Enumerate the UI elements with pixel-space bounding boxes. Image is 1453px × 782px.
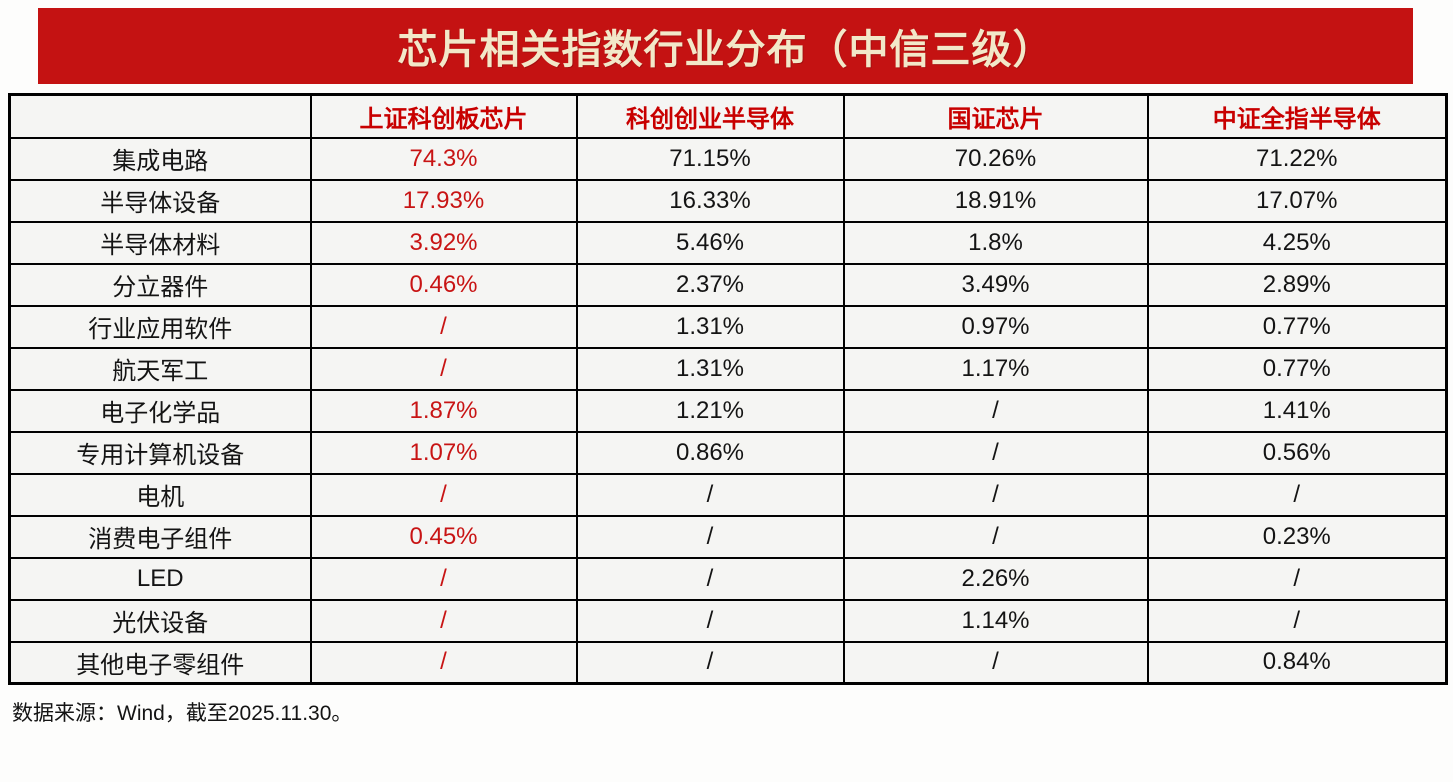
value-cell: / xyxy=(309,472,578,517)
table-row: 半导体材料 3.92% 5.46% 1.8% 4.25% xyxy=(8,220,1448,265)
industry-label: 光伏设备 xyxy=(8,598,312,643)
industry-label: 半导体设备 xyxy=(8,178,312,223)
title-banner: 芯片相关指数行业分布（中信三级） xyxy=(38,8,1413,84)
header-row: 上证科创板芯片 科创创业半导体 国证芯片 中证全指半导体 xyxy=(8,93,1448,139)
value-cell: 1.07% xyxy=(309,430,578,475)
value-cell: 0.77% xyxy=(1146,304,1448,349)
value-cell: 17.07% xyxy=(1146,178,1448,223)
value-cell: 0.77% xyxy=(1146,346,1448,391)
value-cell: / xyxy=(309,346,578,391)
value-cell: 0.84% xyxy=(1146,640,1448,685)
table-row: 集成电路 74.3% 71.15% 70.26% 71.22% xyxy=(8,136,1448,181)
value-cell: 74.3% xyxy=(309,136,578,181)
column-header-index-4: 中证全指半导体 xyxy=(1146,93,1448,139)
table-row: 专用计算机设备 1.07% 0.86%/0.56% xyxy=(8,430,1448,475)
column-header-index-1: 上证科创板芯片 xyxy=(309,93,578,139)
value-cell: / xyxy=(309,640,578,685)
value-cell: 0.46% xyxy=(309,262,578,307)
table-row: 分立器件 0.46% 2.37% 3.49% 2.89% xyxy=(8,262,1448,307)
table-row: 其他电子零组件 / //0.84% xyxy=(8,640,1448,685)
value-cell: 3.92% xyxy=(309,220,578,265)
value-cell: 0.45% xyxy=(309,514,578,559)
value-cell: 2.89% xyxy=(1146,262,1448,307)
industry-label: 专用计算机设备 xyxy=(8,430,312,475)
value-cell: 0.97% xyxy=(842,304,1149,349)
value-cell: 1.87% xyxy=(309,388,578,433)
value-cell: 1.17% xyxy=(842,346,1149,391)
value-cell: 1.8% xyxy=(842,220,1149,265)
value-cell: / xyxy=(1146,598,1448,643)
page-title: 芯片相关指数行业分布（中信三级） xyxy=(397,28,1054,72)
value-cell: / xyxy=(575,640,845,685)
value-cell: 1.31% xyxy=(575,304,845,349)
value-cell: / xyxy=(575,514,845,559)
value-cell: / xyxy=(309,598,578,643)
value-cell: / xyxy=(575,556,845,601)
value-cell: 1.21% xyxy=(575,388,845,433)
table-header: 上证科创板芯片 科创创业半导体 国证芯片 中证全指半导体 xyxy=(8,93,1448,139)
value-cell: 1.41% xyxy=(1146,388,1448,433)
value-cell: 18.91% xyxy=(842,178,1149,223)
table-row: 消费电子组件 0.45% //0.23% xyxy=(8,514,1448,559)
industry-label: 电机 xyxy=(8,472,312,517)
industry-label: 集成电路 xyxy=(8,136,312,181)
industry-label: 航天军工 xyxy=(8,346,312,391)
value-cell: / xyxy=(842,430,1149,475)
table-row: LED //2.26% / xyxy=(8,556,1448,601)
value-cell: 0.86% xyxy=(575,430,845,475)
value-cell: 3.49% xyxy=(842,262,1149,307)
value-cell: 17.93% xyxy=(309,178,578,223)
value-cell: 70.26% xyxy=(842,136,1149,181)
industry-label: 半导体材料 xyxy=(8,220,312,265)
value-cell: 16.33% xyxy=(575,178,845,223)
value-cell: / xyxy=(842,514,1149,559)
industry-label: 电子化学品 xyxy=(8,388,312,433)
value-cell: 4.25% xyxy=(1146,220,1448,265)
table-row: 光伏设备 //1.14% / xyxy=(8,598,1448,643)
industry-label: 分立器件 xyxy=(8,262,312,307)
table-row: 电子化学品 1.87% 1.21%/1.41% xyxy=(8,388,1448,433)
industry-label: LED xyxy=(8,556,312,601)
value-cell: / xyxy=(842,388,1149,433)
column-header-industry xyxy=(8,93,312,139)
industry-label: 行业应用软件 xyxy=(8,304,312,349)
value-cell: 0.23% xyxy=(1146,514,1448,559)
value-cell: / xyxy=(842,640,1149,685)
value-cell: 5.46% xyxy=(575,220,845,265)
table-row: 航天军工/1.31% 1.17% 0.77% xyxy=(8,346,1448,391)
column-header-index-3: 国证芯片 xyxy=(842,93,1149,139)
value-cell: 0.56% xyxy=(1146,430,1448,475)
value-cell: 2.37% xyxy=(575,262,845,307)
industry-distribution-table: 上证科创板芯片 科创创业半导体 国证芯片 中证全指半导体 集成电路 74.3% 71… xyxy=(8,93,1448,685)
industry-label: 其他电子零组件 xyxy=(8,640,312,685)
column-header-index-2: 科创创业半导体 xyxy=(575,93,845,139)
value-cell: / xyxy=(1146,472,1448,517)
table-body: 集成电路 74.3% 71.15% 70.26% 71.22% 半导体设备 17.93% 16… xyxy=(8,136,1448,685)
table-row: 半导体设备 17.93% 16.33% 18.91% 17.07% xyxy=(8,178,1448,223)
value-cell: / xyxy=(1146,556,1448,601)
value-cell: 2.26% xyxy=(842,556,1149,601)
value-cell: 1.31% xyxy=(575,346,845,391)
table-row: 行业应用软件/1.31% 0.97% 0.77% xyxy=(8,304,1448,349)
value-cell: / xyxy=(575,598,845,643)
value-cell: 71.22% xyxy=(1146,136,1448,181)
value-cell: / xyxy=(575,472,845,517)
value-cell: / xyxy=(309,556,578,601)
table-row: 电机 / / / / xyxy=(8,472,1448,517)
value-cell: / xyxy=(842,472,1149,517)
industry-label: 消费电子组件 xyxy=(8,514,312,559)
value-cell: / xyxy=(309,304,578,349)
value-cell: 71.15% xyxy=(575,136,845,181)
value-cell: 1.14% xyxy=(842,598,1149,643)
data-source-note: 数据来源：Wind，截至2025.11.30。 xyxy=(12,702,353,725)
